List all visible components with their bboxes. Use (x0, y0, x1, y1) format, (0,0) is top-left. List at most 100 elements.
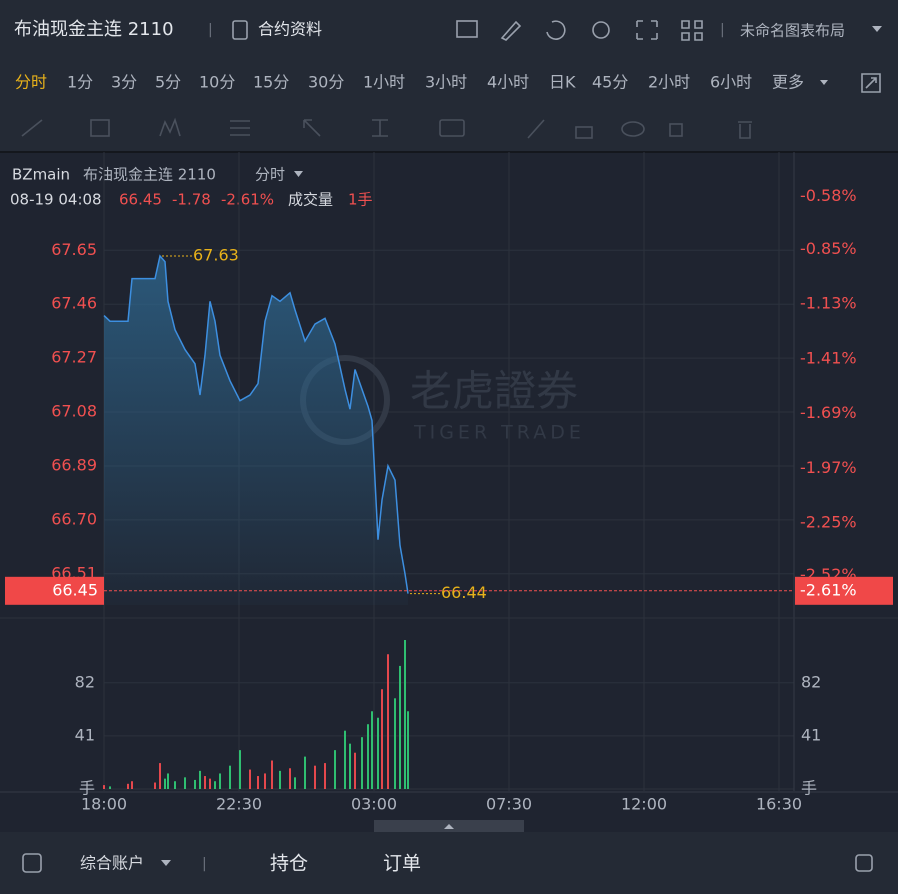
tool-line[interactable] (21, 119, 43, 137)
dropdown-arrow (872, 26, 882, 32)
volume-bar (289, 768, 291, 789)
info-volume: 1手 (348, 191, 373, 209)
timeframe[interactable]: 1小时 (363, 73, 405, 92)
symbol-name: 布油现金主连 2110 (83, 166, 216, 184)
header-bar (0, 0, 898, 62)
timeframe[interactable]: 6小时 (710, 73, 752, 92)
expand-icon[interactable] (861, 73, 881, 93)
timeframe[interactable]: 15分 (253, 73, 289, 92)
volume-bar (367, 724, 369, 789)
volume-bar (109, 786, 111, 789)
timeframe[interactable]: 30分 (308, 73, 344, 92)
y-tick-label: 66.70 (51, 509, 97, 528)
volume-bar (407, 711, 409, 789)
symbol: BZmain (12, 166, 70, 184)
y-tick-label: 67.65 (51, 240, 97, 259)
tool-lock[interactable] (575, 126, 593, 139)
volume-bar (387, 654, 389, 789)
y2-tick-label: -1.69% (800, 403, 857, 422)
y2-tick-label: -1.97% (800, 458, 857, 477)
draw-icon[interactable] (500, 20, 522, 41)
scroll-arrow (444, 824, 454, 829)
volume-bar (249, 769, 251, 789)
timeframe[interactable]: 3分 (111, 73, 137, 92)
separator: | (208, 22, 213, 38)
orders-tab[interactable]: 订单 (383, 853, 421, 875)
volume-bar (257, 776, 259, 789)
pct-tag (795, 576, 893, 605)
volume-bar (349, 743, 351, 789)
tool-bar (0, 102, 898, 152)
volume-bar (209, 778, 211, 789)
info-change: -1.78 (172, 191, 211, 209)
timeframe[interactable]: 日K (549, 73, 576, 92)
volume-bar (377, 717, 379, 789)
tool-wave[interactable] (159, 117, 181, 137)
tool-rect[interactable] (90, 119, 110, 137)
volume-bar (264, 773, 266, 789)
timeframes: 分时 1分 3分 5分 10分 15分 30分 1小时 3小时 4小时 日K 45分 2小时 6小时 更多 (15, 73, 804, 92)
grid-icon[interactable] (681, 20, 703, 41)
footer-bar (0, 832, 898, 894)
x-tick-label: 18:00 (81, 795, 127, 814)
volume-bar (199, 770, 201, 789)
x-tick-label: 03:00 (351, 795, 397, 814)
price-line (103, 254, 409, 594)
window-icon[interactable] (855, 854, 873, 872)
price-tag-label: 66.45 (52, 580, 98, 599)
volume-tick-label: 82 (801, 672, 821, 691)
extreme-label: 66.44 (441, 583, 487, 602)
x-tick-label: 07:30 (486, 795, 532, 814)
tool-measure[interactable] (372, 119, 388, 137)
panel-icon[interactable] (22, 853, 42, 873)
tool-layer[interactable] (669, 123, 683, 137)
contract-info[interactable]: 合约资料 (258, 20, 322, 39)
info-time: 08-19 04:08 (10, 191, 102, 209)
timeframe[interactable]: 10分 (199, 73, 235, 92)
chart: BZmain 布油现金主连 2110 分时 08-19 04:08 66.45 … (0, 152, 898, 814)
volume-bar (167, 773, 169, 789)
volume-bar (381, 689, 383, 789)
timeframe-bar (0, 62, 898, 102)
timeframe[interactable]: 分时 (15, 73, 47, 92)
period[interactable]: 分时 (255, 166, 285, 184)
account[interactable]: 综合账户 (80, 854, 144, 873)
volume-bar (394, 698, 396, 789)
timeframe[interactable]: 4小时 (487, 73, 529, 92)
volume-bar (214, 781, 216, 789)
volume-bar (194, 779, 196, 789)
y2-tick-label: -0.58% (800, 186, 857, 205)
separator: | (720, 22, 725, 38)
info-change-pct: -2.61% (221, 191, 274, 209)
tool-trash[interactable] (738, 121, 752, 139)
reset-icon[interactable] (546, 20, 566, 40)
tool-text[interactable] (439, 119, 465, 137)
tool-eye[interactable] (621, 121, 645, 137)
layout-name[interactable]: 未命名图表布局 (740, 22, 845, 40)
pct-tag-label: -2.61% (800, 580, 857, 599)
y2-tick-label: -2.25% (800, 512, 857, 531)
volume-bar (103, 785, 105, 789)
timeframe[interactable]: 3小时 (425, 73, 467, 92)
tool-arrow[interactable] (303, 119, 321, 137)
info-volume-label: 成交量 (288, 191, 333, 209)
settings-icon[interactable] (592, 21, 610, 39)
volume-bar (229, 765, 231, 789)
positions-tab[interactable]: 持仓 (270, 853, 308, 875)
timeframe[interactable]: 1分 (67, 73, 93, 92)
volume-bar (271, 760, 273, 789)
tool-fib[interactable] (230, 120, 250, 136)
watermark-brand-en: TIGER TRADE (413, 422, 585, 444)
tool-pen[interactable] (527, 119, 545, 139)
info-price: 66.45 (119, 191, 162, 209)
y-tick-label: 67.46 (51, 294, 97, 313)
timeframe[interactable]: 45分 (592, 73, 628, 92)
timeframe[interactable]: 5分 (155, 73, 181, 92)
doc-icon[interactable] (232, 20, 248, 40)
timeframe[interactable]: 更多 (772, 73, 804, 92)
indicator-icon[interactable] (456, 20, 478, 38)
timeframe[interactable]: 2小时 (648, 73, 690, 92)
volume-bar (324, 763, 326, 789)
fullscreen-icon[interactable] (636, 20, 658, 40)
